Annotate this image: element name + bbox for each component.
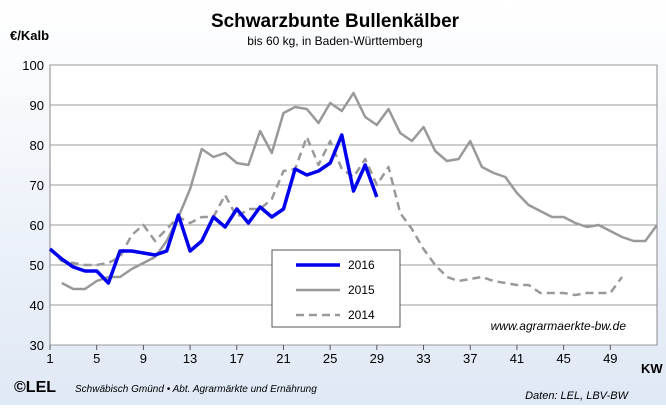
x-tick-label: 45 [556,351,570,366]
legend-label: 2014 [348,308,375,322]
annotation: www.agrarmaerkte-bw.de [491,319,627,333]
x-tick-label: 37 [463,351,477,366]
legend-label: 2016 [348,258,375,272]
x-tick-label: 25 [323,351,337,366]
y-tick-label: 70 [30,178,44,193]
series-line [49,135,624,297]
y-tick-label: 50 [30,258,44,273]
footer-logo: ©LEL [14,379,56,396]
footer-left: Schwäbisch Gmünd • Abt. Agrarmärkte und … [75,384,317,395]
x-axis-label: KW [641,361,663,376]
x-tick-label: 49 [603,351,617,366]
x-tick-label: 1 [46,351,53,366]
y-tick-label: 80 [30,138,44,153]
y-tick-label: 90 [30,98,44,113]
series-line [48,133,379,285]
chart-title: Schwarzbunte Bullenkälber [211,11,460,32]
x-tick-label: 29 [370,351,384,366]
x-tick-label: 5 [93,351,100,366]
x-tick-label: 9 [140,351,147,366]
series-line [61,91,659,291]
x-tick-label: 17 [230,351,244,366]
footer-right: Daten: LEL, LBV-BW [525,390,630,402]
y-tick-label: 30 [30,338,44,353]
chart-subtitle: bis 60 kg, in Baden-Württemberg [247,34,422,48]
y-tick-label: 40 [30,298,44,313]
x-tick-label: 33 [416,351,430,366]
x-tick-label: 21 [276,351,290,366]
y-tick-label: 60 [30,218,44,233]
x-tick-label: 41 [510,351,524,366]
x-tick-label: 13 [183,351,197,366]
legend-label: 2015 [348,283,375,297]
y-axis-label: €/Kalb [10,28,49,43]
y-tick-label: 100 [22,58,44,73]
